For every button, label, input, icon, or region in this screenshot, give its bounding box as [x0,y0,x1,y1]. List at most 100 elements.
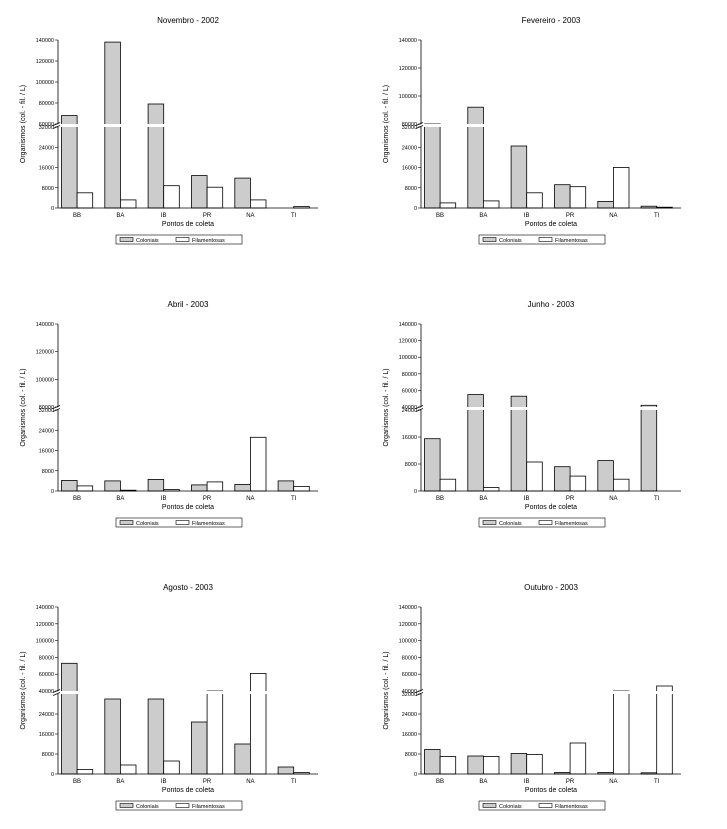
y-tick-label: 32000 [402,692,417,698]
legend-label-coloniais: Coloniais [136,804,159,810]
legend-swatch-filamentosas [175,803,190,808]
y-axis-label: Organismos (col. - fil. / L) [383,651,390,729]
chart-panel-5: Agosto - 2003 0 8000 16000 24000 40000 60000 80… [20,583,318,811]
axis-break-band [415,407,681,410]
bar-filamentosas-pr [206,690,224,775]
bar-filamentosas-na [613,167,630,209]
bar-filamentosas-bb [76,769,94,775]
bar-coloniais-bb [61,662,78,775]
y-tick-label: 0 [51,489,54,495]
bar-filamentosas-bb [439,756,457,775]
x-tick-label: PR [566,213,575,219]
bar-coloniais-ib [510,395,528,492]
y-tick-label: 16000 [39,732,54,738]
x-tick-label: IB [524,779,530,785]
legend-swatch-filamentosas [175,520,190,525]
x-tick-label: PR [203,213,212,219]
x-tick-label: BA [116,779,124,785]
legend: Coloniais Filamentosas [115,800,243,811]
y-tick-label: 80000 [39,655,54,661]
y-tick-label: 0 [414,206,417,212]
x-tick-label: TI [291,779,297,785]
x-tick-label: BB [73,779,81,785]
x-tick-label: BB [73,213,81,219]
x-tick-label: PR [566,496,575,502]
y-tick-label: 0 [414,489,417,495]
x-axis-label: Pontos de coleta [162,787,214,794]
bar-filamentosas-na [613,690,630,775]
y-tick-label: 24000 [39,712,54,718]
y-tick-label: 100000 [399,94,417,100]
y-tick-label: 32000 [39,125,54,131]
legend-swatch-filamentosas [538,803,553,808]
y-tick-label: 32000 [39,408,54,414]
y-tick-label: 16000 [39,449,54,455]
legend-label-coloniais: Coloniais [499,521,522,527]
y-tick-label: 8000 [42,186,54,192]
legend-label-filamentosas: Filamentosas [555,804,588,810]
chart-panel-2: Fevereiro - 2003 0 8000 16000 24000 320008000… [383,16,681,245]
x-tick-label: TI [291,213,297,219]
bar-filamentosas-ib [526,461,543,492]
bar-coloniais-na [234,743,251,775]
axis-break-band [52,691,318,694]
x-tick-label: BB [436,779,444,785]
y-tick-label: 120000 [36,350,54,356]
y-tick-label: 140000 [36,38,54,44]
legend: Coloniais Filamentosas [115,517,243,528]
legend-label-coloniais: Coloniais [499,804,522,810]
chart-title: Fevereiro - 2003 [522,16,581,25]
y-tick-label: 24000 [402,712,417,718]
bar-coloniais-bb [424,123,441,209]
chart-panel-1: Novembro - 2002 0 8000 16000 24000 3200060000… [20,16,318,245]
y-tick-label: 80000 [402,122,417,128]
y-tick-label: 40000 [402,689,417,695]
y-tick-label: 8000 [405,462,417,468]
legend: Coloniais Filamentosas [115,234,243,245]
legend-label-coloniais: Coloniais [136,238,159,244]
x-axis-label: Pontos de coleta [162,221,214,228]
bar-filamentosas-bb [439,478,457,492]
legend-label-coloniais: Coloniais [136,521,159,527]
y-tick-label: 100000 [36,377,54,383]
y-tick-label: 80000 [402,372,417,378]
y-tick-label: 24000 [402,408,417,414]
bar-coloniais-pr [554,184,571,209]
y-axis-label: Organismos (col. - fil. / L) [20,368,27,446]
x-axis-label: Pontos de coleta [525,504,577,511]
y-tick-label: 8000 [42,752,54,758]
y-tick-label: 100000 [36,80,54,86]
axis-break-band [415,124,681,127]
x-tick-label: PR [566,779,575,785]
x-tick-label: TI [654,213,660,219]
x-tick-label: BA [479,213,487,219]
legend-label-filamentosas: Filamentosas [192,238,225,244]
y-tick-label: 16000 [402,732,417,738]
bar-filamentosas-ti [656,685,673,775]
bar-coloniais-ib [147,698,165,775]
x-tick-label: NA [246,213,254,219]
bar-filamentosas-pr [569,475,587,492]
y-tick-label: 100000 [399,639,417,645]
bar-filamentosas-bb [439,202,457,209]
y-tick-label: 60000 [39,122,54,128]
y-axis-label: Organismos (col. - fil. / L) [20,85,27,163]
legend: Coloniais Filamentosas [478,234,606,245]
y-tick-label: 16000 [402,166,417,172]
bar-coloniais-ib [147,478,165,492]
bar-coloniais-pr [191,175,208,209]
x-axis-label: Pontos de coleta [162,504,214,511]
y-tick-label: 120000 [399,622,417,628]
legend-swatch-filamentosas [175,237,190,242]
legend-swatch-filamentosas [538,520,553,525]
y-tick-label: 140000 [36,605,54,611]
y-tick-label: 140000 [36,322,54,328]
bar-coloniais-pr [191,721,208,775]
legend: Coloniais Filamentosas [478,517,606,528]
legend-label-filamentosas: Filamentosas [192,804,225,810]
bar-coloniais-pr [554,466,571,492]
x-tick-label: TI [654,779,660,785]
bar-filamentosas-ba [120,199,137,209]
